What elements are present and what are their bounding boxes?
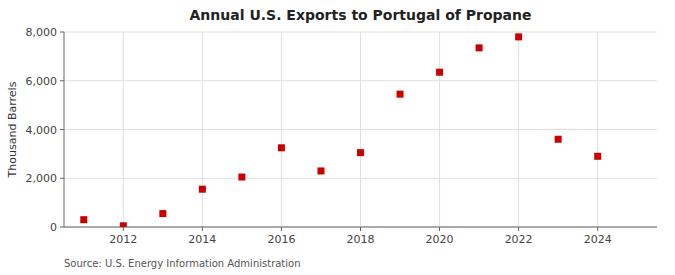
point xyxy=(199,186,206,193)
x-tick-label: 2020 xyxy=(426,233,454,246)
y-tick xyxy=(60,227,64,228)
point xyxy=(317,167,324,174)
point xyxy=(357,149,364,156)
x-grid-line xyxy=(202,32,203,227)
x-grid-line xyxy=(360,32,361,227)
y-tick xyxy=(60,178,64,179)
y-tick-label: 6,000 xyxy=(26,75,58,88)
x-tick xyxy=(123,227,124,231)
y-axis-line xyxy=(64,32,65,227)
x-grid-line xyxy=(281,32,282,227)
x-tick xyxy=(439,227,440,231)
x-axis-line xyxy=(64,227,657,228)
x-tick xyxy=(518,227,519,231)
point xyxy=(80,216,87,223)
x-grid-line xyxy=(123,32,124,227)
y-tick-label: 8,000 xyxy=(26,26,58,39)
x-tick-label: 2016 xyxy=(267,233,295,246)
y-axis-label: Thousand Barrels xyxy=(6,81,19,178)
x-tick-label: 2014 xyxy=(188,233,216,246)
y-tick xyxy=(60,32,64,33)
x-tick-label: 2018 xyxy=(347,233,375,246)
point xyxy=(555,136,562,143)
point xyxy=(120,222,127,227)
y-tick-label: 0 xyxy=(50,221,57,234)
title: Annual U.S. Exports to Portugal of Propa… xyxy=(190,7,532,23)
point xyxy=(278,144,285,151)
source: Source: U.S. Energy Information Administ… xyxy=(64,258,301,269)
y-tick xyxy=(60,129,64,130)
y-tick-label: 4,000 xyxy=(26,124,58,137)
x-tick-label: 2012 xyxy=(109,233,137,246)
point xyxy=(397,91,404,98)
point xyxy=(159,210,166,217)
x-tick-label: 2024 xyxy=(584,233,612,246)
point xyxy=(594,153,601,160)
x-tick xyxy=(281,227,282,231)
x-tick xyxy=(597,227,598,231)
marks xyxy=(80,33,601,227)
grid xyxy=(64,32,657,227)
point xyxy=(238,174,245,181)
x-grid-line xyxy=(439,32,440,227)
x-tick-label: 2022 xyxy=(505,233,533,246)
chart: Annual U.S. Exports to Portugal of Propa… xyxy=(0,0,675,275)
x-tick xyxy=(202,227,203,231)
y-tick xyxy=(60,80,64,81)
x-grid-line xyxy=(518,32,519,227)
axes: 0 2,000 4,000 6,000 8,000 2012 2014 2016 2018 202… xyxy=(26,26,658,246)
point xyxy=(436,69,443,76)
x-grid-line xyxy=(597,32,598,227)
point xyxy=(515,33,522,40)
point xyxy=(476,44,483,51)
y-grid-line xyxy=(64,227,657,228)
y-tick-label: 2,000 xyxy=(26,172,58,185)
x-tick xyxy=(360,227,361,231)
